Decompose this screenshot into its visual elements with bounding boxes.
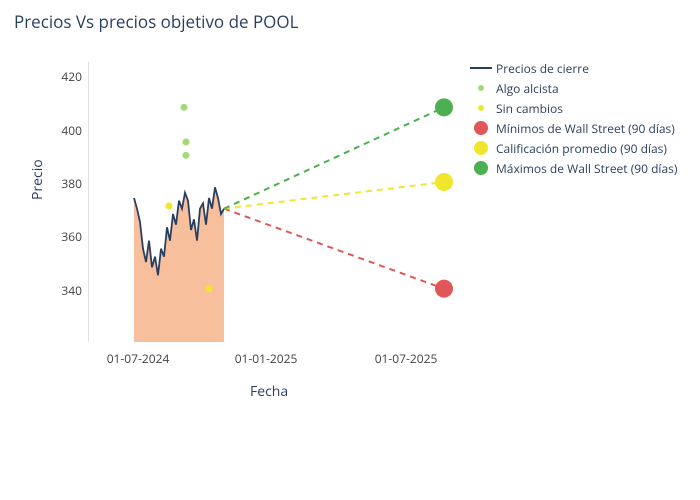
algo-alcista-point [183,152,190,159]
target-promedio [435,173,453,191]
legend-label: Algo alcista [496,80,559,97]
chart-svg [89,62,464,342]
legend-label: Precios de cierre [496,60,589,77]
sin-cambios-point [166,203,173,210]
y-tick: 420 [42,68,82,85]
target-minimos [435,280,453,298]
y-tick: 400 [42,122,82,139]
projection-promedio [224,182,444,209]
x-tick: 01-01-2025 [226,350,306,367]
legend-item: Algo alcista [470,78,677,98]
legend-item: Mínimos de Wall Street (90 días) [470,118,677,138]
x-tick: 01-07-2024 [98,350,178,367]
target-maximos [435,98,453,116]
projection-minimos [224,209,444,289]
legend-item: Calificación promedio (90 días) [470,138,677,158]
algo-alcista-point [181,104,188,111]
sin-cambios-point [206,285,213,292]
legend-item: Máximos de Wall Street (90 días) [470,158,677,178]
area-fill [134,187,224,342]
legend-item: Precios de cierre [470,58,677,78]
y-tick: 360 [42,228,82,245]
y-tick: 340 [42,282,82,299]
legend: Precios de cierre Algo alcista Sin cambios… [470,58,677,178]
projection-maximos [224,107,444,208]
legend-label: Calificación promedio (90 días) [496,140,667,157]
algo-alcista-point [183,139,190,146]
y-tick: 380 [42,175,82,192]
legend-label: Mínimos de Wall Street (90 días) [496,120,675,137]
x-axis-label: Fecha [250,382,288,401]
plot-area [88,62,463,342]
legend-label: Sin cambios [496,100,563,117]
legend-item: Sin cambios [470,98,677,118]
x-tick: 01-07-2025 [366,350,446,367]
chart-title: Precios Vs precios objetivo de POOL [14,10,298,33]
legend-label: Máximos de Wall Street (90 días) [496,160,677,177]
